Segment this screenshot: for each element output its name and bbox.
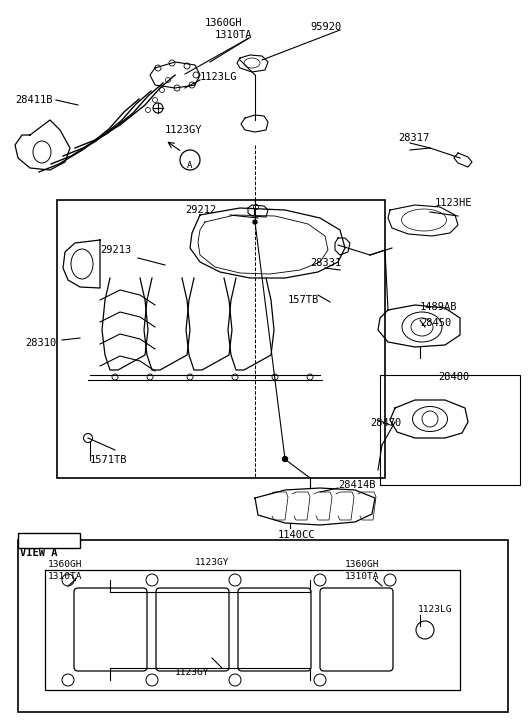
Text: 1123LG: 1123LG [418, 605, 452, 614]
Text: 28411B: 28411B [15, 95, 53, 105]
Text: 1310TA: 1310TA [345, 572, 380, 581]
Text: 1123GY: 1123GY [175, 668, 210, 677]
Bar [57, 200, 385, 478]
Text: 28450: 28450 [420, 318, 451, 328]
Text: 1310TA: 1310TA [48, 572, 82, 581]
Text: 1360GH: 1360GH [48, 560, 82, 569]
Text: 1360GH: 1360GH [205, 18, 243, 28]
Text: 95920: 95920 [310, 22, 341, 32]
Text: 1360GH: 1360GH [345, 560, 380, 569]
Circle shape [253, 220, 257, 224]
Text: 1310TA: 1310TA [215, 30, 253, 40]
Text: A: A [187, 161, 193, 169]
Text: 29212: 29212 [185, 205, 216, 215]
Text: 1123HE: 1123HE [435, 198, 473, 208]
Bar [18, 540, 508, 712]
Text: 28480: 28480 [438, 372, 469, 382]
Text: 1123GY: 1123GY [165, 125, 202, 135]
Text: 1571TB: 1571TB [90, 455, 127, 465]
Text: 1123GY: 1123GY [195, 558, 229, 567]
Text: 1140CC: 1140CC [278, 530, 315, 540]
Text: 28331: 28331 [310, 258, 341, 268]
Text: 28470: 28470 [370, 418, 401, 428]
Circle shape [282, 457, 287, 462]
Text: 29213: 29213 [100, 245, 131, 255]
Text: 28317: 28317 [398, 133, 429, 143]
Text: 28310: 28310 [25, 338, 56, 348]
Text: 1123LG: 1123LG [200, 72, 237, 82]
Text: VIEW A: VIEW A [20, 548, 57, 558]
Text: 28414B: 28414B [338, 480, 375, 490]
Bar [380, 375, 520, 485]
Bar [18, 533, 80, 548]
Text: 157TB: 157TB [288, 295, 319, 305]
Text: 1489AB: 1489AB [420, 302, 458, 312]
